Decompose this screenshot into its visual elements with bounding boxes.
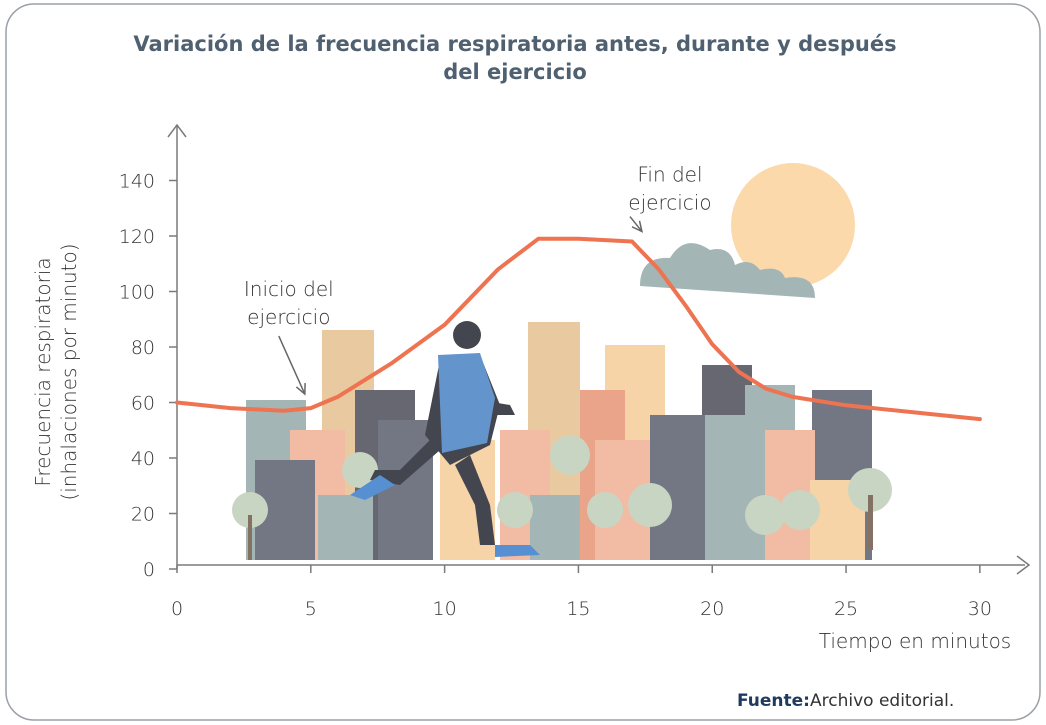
y-axis-label: (inhalaciones por minuto) <box>57 243 81 500</box>
y-axis-label: Frecuencia respiratoria <box>31 257 55 486</box>
frame <box>6 4 1040 720</box>
page: Tiempo en minutos Frecuencia respiratori… <box>0 0 1046 725</box>
annotation: ejercicio <box>247 305 330 329</box>
source-text: Archivo editorial. <box>810 691 954 711</box>
illustration <box>232 163 892 560</box>
chart-title: Variación de la frecuencia respiratoria … <box>90 30 940 86</box>
x-tick-label: 5 <box>305 598 317 620</box>
y-tick-label: 40 <box>131 448 155 470</box>
y-tick-label: 0 <box>143 559 155 581</box>
title-line: Variación de la frecuencia respiratoria … <box>90 30 940 58</box>
x-tick-label: 10 <box>433 598 457 620</box>
x-tick-label: 0 <box>171 598 183 620</box>
y-tick-label: 120 <box>119 226 155 248</box>
annotation: ejercicio <box>628 191 711 215</box>
x-axis-label: Tiempo en minutos <box>819 629 1011 653</box>
annotation: Inicio del <box>244 277 334 301</box>
x-tick-label: 20 <box>700 598 724 620</box>
chart: Tiempo en minutos Frecuencia respiratori… <box>0 0 1046 725</box>
annotation-arrow <box>279 336 305 394</box>
x-tick-label: 25 <box>834 598 858 620</box>
x-tick-label: 30 <box>968 598 992 620</box>
y-tick-label: 80 <box>131 337 155 359</box>
y-tick-label: 60 <box>131 393 155 415</box>
x-tick-label: 15 <box>566 598 590 620</box>
title-line: del ejercicio <box>90 58 940 86</box>
source-label: Fuente: <box>737 691 810 711</box>
y-tick-label: 100 <box>119 282 155 304</box>
y-tick-label: 20 <box>131 504 155 526</box>
y-tick-label: 140 <box>119 171 155 193</box>
annotation: Fin del <box>637 163 702 187</box>
